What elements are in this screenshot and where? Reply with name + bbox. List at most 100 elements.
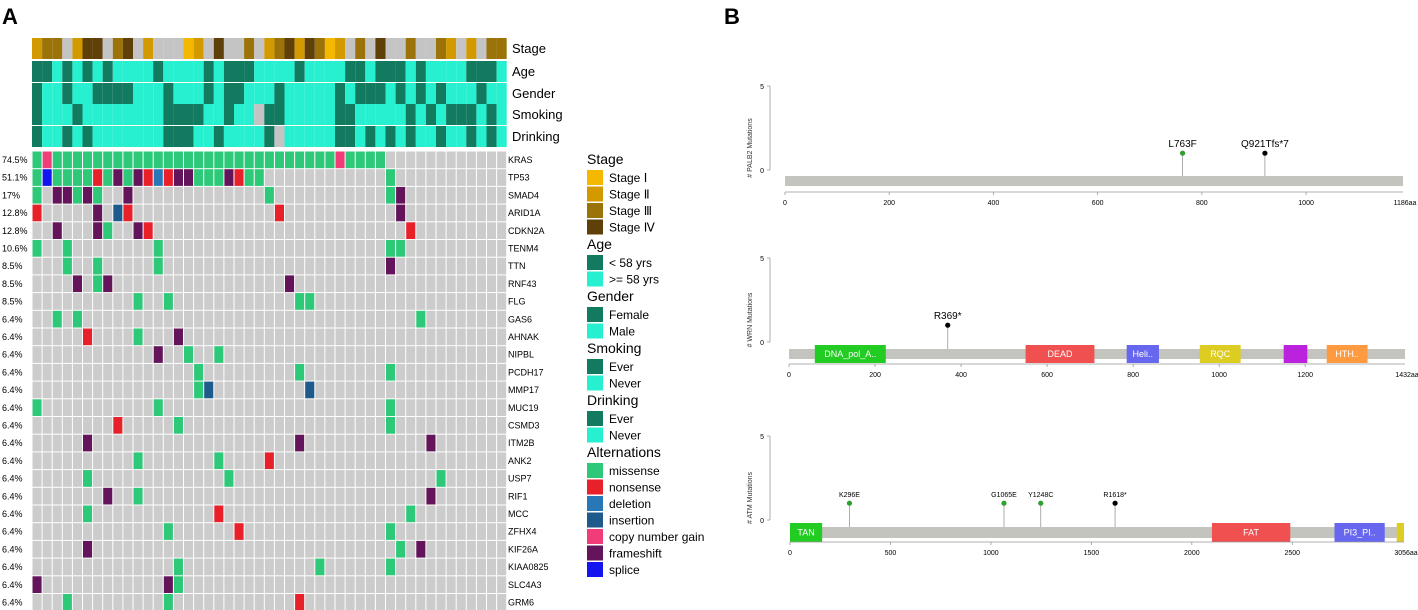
empty-cell (487, 151, 497, 169)
empty-cell (305, 363, 315, 381)
empty-cell (153, 381, 163, 399)
empty-cell (143, 540, 153, 558)
empty-cell (416, 328, 426, 346)
empty-cell (62, 328, 72, 346)
empty-cell (204, 204, 214, 222)
clinical-cell (415, 61, 426, 82)
empty-cell (295, 417, 305, 434)
track-label: Gender (512, 86, 556, 101)
legend-swatch (587, 219, 603, 235)
empty-cell (184, 257, 194, 275)
empty-cell (497, 151, 507, 169)
empty-cell (173, 434, 183, 452)
empty-cell (456, 381, 466, 399)
clinical-cell (436, 61, 447, 82)
x-tick-label: 800 (1196, 200, 1208, 207)
clinical-cell (456, 61, 467, 82)
empty-cell (295, 275, 305, 293)
empty-cell (315, 470, 325, 487)
empty-cell (325, 240, 335, 257)
empty-cell (113, 434, 123, 452)
legend-label: < 58 yrs (609, 256, 652, 270)
empty-cell (426, 275, 436, 293)
clinical-cell (32, 83, 43, 104)
alteration-cell (386, 169, 396, 186)
empty-cell (264, 417, 274, 434)
clinical-cell (153, 83, 164, 104)
clinical-cell (264, 61, 275, 82)
alteration-cell (173, 169, 183, 186)
empty-cell (143, 505, 153, 523)
empty-cell (244, 558, 254, 576)
empty-cell (153, 186, 163, 204)
empty-cell (456, 151, 466, 169)
empty-cell (32, 257, 42, 275)
empty-cell (355, 558, 365, 576)
legend-label: >= 58 yrs (609, 273, 659, 287)
clinical-cell (143, 38, 154, 59)
legend-title: Smoking (587, 340, 641, 356)
empty-cell (204, 293, 214, 310)
x-tick-label: 600 (1041, 372, 1053, 379)
alteration-cell (194, 151, 204, 169)
empty-cell (194, 540, 204, 558)
empty-cell (396, 328, 406, 346)
empty-cell (446, 452, 456, 470)
empty-cell (123, 328, 133, 346)
mutation-label: R1618* (1103, 492, 1127, 499)
alteration-cell (42, 169, 52, 186)
empty-cell (72, 505, 82, 523)
alteration-cell (244, 169, 254, 186)
empty-cell (315, 452, 325, 470)
empty-cell (32, 434, 42, 452)
empty-cell (487, 381, 497, 399)
empty-cell (224, 204, 234, 222)
empty-cell (194, 328, 204, 346)
empty-cell (426, 523, 436, 540)
empty-cell (204, 576, 214, 593)
empty-cell (224, 363, 234, 381)
empty-cell (456, 594, 466, 610)
clinical-cell (365, 83, 376, 104)
empty-cell (375, 363, 385, 381)
empty-cell (497, 186, 507, 204)
empty-cell (173, 363, 183, 381)
empty-cell (32, 505, 42, 523)
clinical-cell (436, 83, 447, 104)
empty-cell (375, 417, 385, 434)
empty-cell (274, 558, 284, 576)
frequency-label: 6.4% (2, 544, 23, 554)
empty-cell (487, 399, 497, 416)
clinical-cell (496, 126, 507, 147)
empty-cell (285, 558, 295, 576)
empty-cell (305, 240, 315, 257)
clinical-cell (264, 126, 275, 147)
clinical-cell (294, 83, 305, 104)
empty-cell (335, 594, 345, 610)
empty-cell (436, 594, 446, 610)
empty-cell (446, 310, 456, 328)
empty-cell (173, 186, 183, 204)
empty-cell (274, 487, 284, 505)
empty-cell (426, 186, 436, 204)
empty-cell (375, 240, 385, 257)
protein-domain (1199, 345, 1241, 363)
empty-cell (224, 275, 234, 293)
empty-cell (285, 240, 295, 257)
empty-cell (254, 204, 264, 222)
clinical-cell (436, 104, 447, 125)
clinical-cell (405, 126, 416, 147)
clinical-cell (486, 104, 497, 125)
empty-cell (224, 240, 234, 257)
empty-cell (416, 293, 426, 310)
empty-cell (133, 470, 143, 487)
empty-cell (123, 257, 133, 275)
empty-cell (234, 576, 244, 593)
empty-cell (214, 257, 224, 275)
clinical-cell (324, 38, 335, 59)
empty-cell (476, 240, 486, 257)
clinical-cell (456, 104, 467, 125)
clinical-cell (294, 104, 305, 125)
empty-cell (355, 434, 365, 452)
alteration-cell (93, 222, 103, 239)
